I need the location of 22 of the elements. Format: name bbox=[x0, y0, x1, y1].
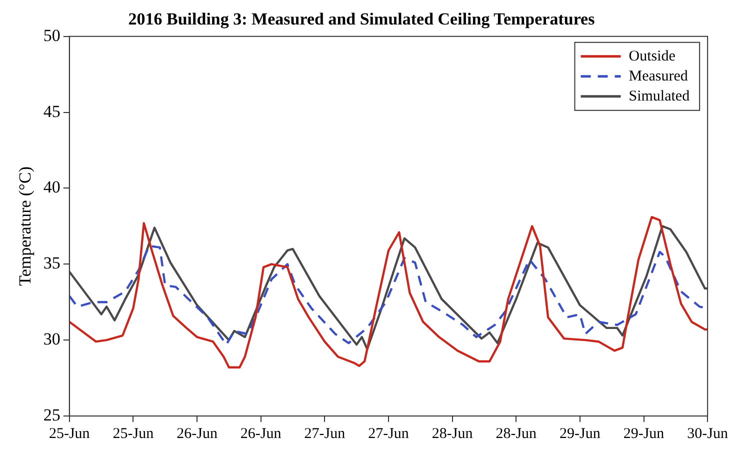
legend-label: Measured bbox=[628, 68, 688, 84]
x-tick-label: 29-Jun bbox=[560, 426, 601, 442]
y-tick-label: 25 bbox=[43, 405, 60, 424]
x-tick-label: 28-Jun bbox=[432, 426, 474, 442]
x-tick-label: 26-Jun bbox=[176, 426, 218, 442]
x-tick-label: 25-Jun bbox=[112, 426, 154, 442]
x-tick-label: 27-Jun bbox=[368, 426, 410, 442]
y-tick-label: 45 bbox=[43, 102, 60, 121]
x-tick-label: 27-Jun bbox=[304, 426, 346, 442]
y-tick-label: 30 bbox=[43, 330, 60, 349]
chart-title: 2016 Building 3: Measured and Simulated Ceiling Temperatures bbox=[128, 10, 596, 29]
x-tick-label: 25-Jun bbox=[48, 426, 90, 442]
y-tick-label: 50 bbox=[43, 26, 60, 45]
legend-label: Outside bbox=[628, 48, 676, 64]
x-tick-label: 28-Jun bbox=[496, 426, 538, 442]
x-tick-label: 29-Jun bbox=[623, 426, 665, 442]
y-tick-label: 35 bbox=[43, 254, 60, 273]
x-tick-label: 30-Jun bbox=[687, 426, 728, 442]
x-tick-label: 26-Jun bbox=[240, 426, 282, 442]
y-tick-label: 40 bbox=[43, 178, 60, 197]
legend-label: Simulated bbox=[628, 88, 690, 104]
y-axis-title: Temperature (°C) bbox=[16, 166, 35, 286]
